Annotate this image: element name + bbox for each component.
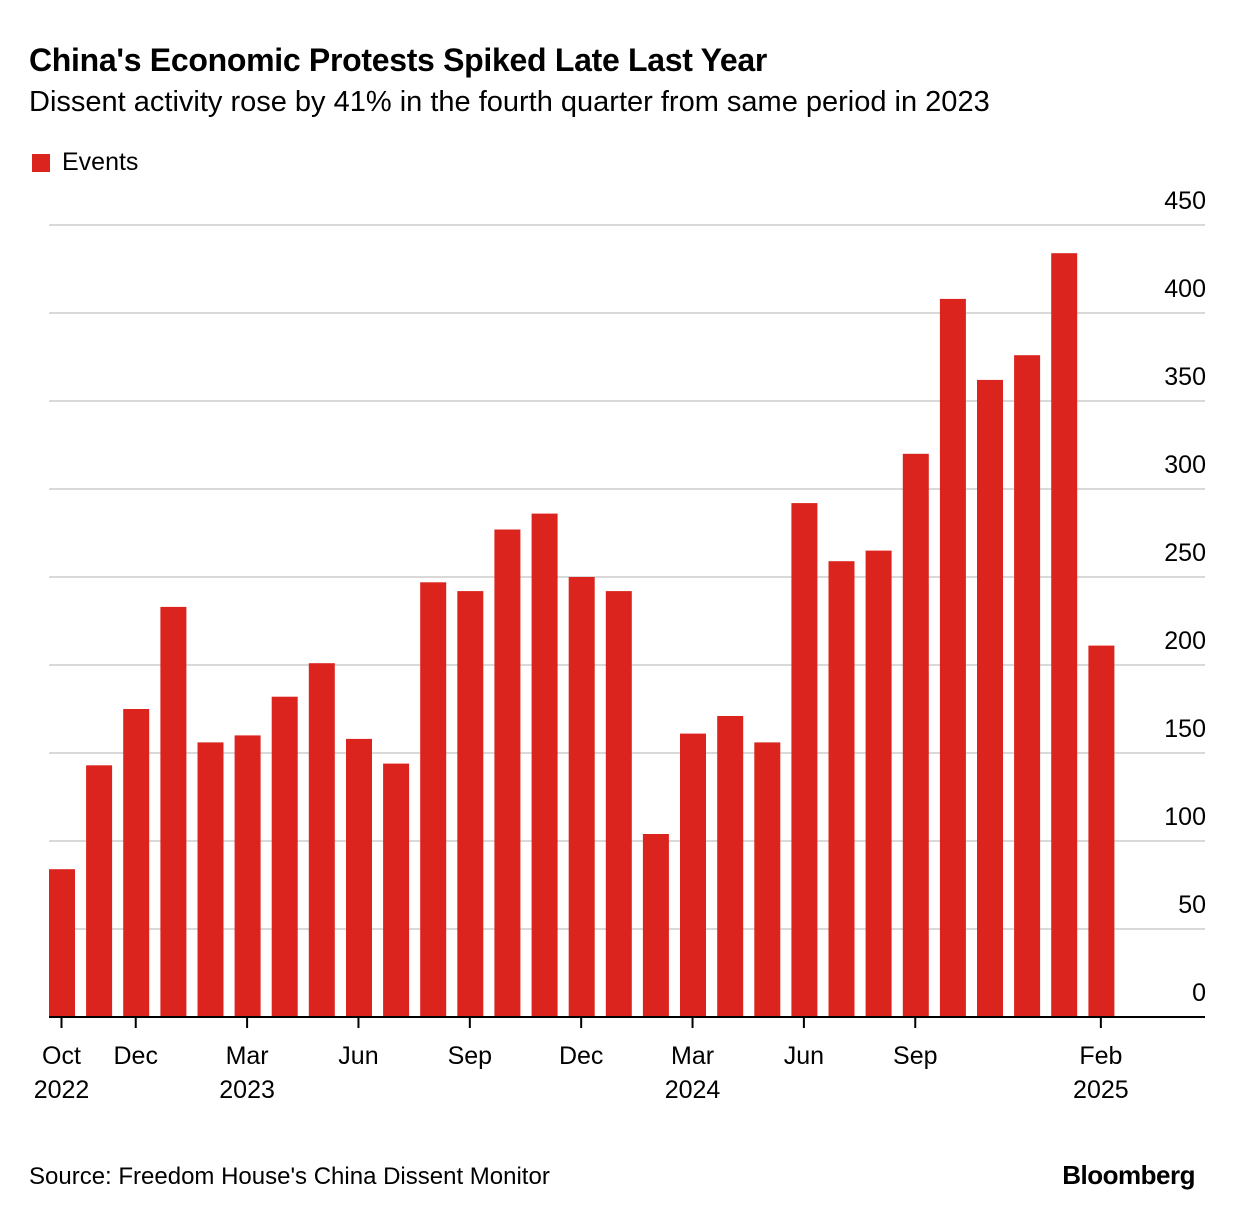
y-tick-label: 300 bbox=[1164, 451, 1206, 479]
bar-2022-11 bbox=[86, 765, 113, 1017]
y-tick-label: 400 bbox=[1164, 275, 1206, 303]
y-axis: 0 50 100 150 200 250 300 350 400 450 bbox=[1164, 187, 1206, 1007]
bar-2022-10 bbox=[49, 869, 75, 1017]
bar-2024-05 bbox=[754, 742, 781, 1017]
x-tick-label: Dec bbox=[559, 1042, 603, 1070]
x-axis: Oct 2022 Dec Mar 2023 Jun Sep Dec Mar 2024 Jun Sep F… bbox=[34, 1016, 1205, 1104]
x-tick-label: Mar bbox=[226, 1042, 269, 1070]
y-tick-label: 0 bbox=[1192, 979, 1206, 1007]
chart-title: China's Economic Protests Spiked Late La… bbox=[29, 42, 768, 78]
x-tick-label: Sep bbox=[448, 1042, 492, 1070]
x-tick-year-label: 2022 bbox=[34, 1076, 90, 1104]
bar-2024-03 bbox=[680, 733, 706, 1017]
legend-swatch-events bbox=[32, 153, 50, 172]
y-tick-label: 200 bbox=[1164, 627, 1206, 655]
bar-2024-01 bbox=[605, 591, 632, 1017]
bar-2024-10 bbox=[939, 298, 966, 1017]
y-tick-label: 250 bbox=[1164, 539, 1206, 567]
bloomberg-logo: Bloomberg bbox=[1062, 1160, 1195, 1190]
bar-2023-12 bbox=[568, 577, 595, 1017]
y-tick-label: 50 bbox=[1178, 891, 1206, 919]
bar-2023-07 bbox=[383, 763, 410, 1017]
x-tick-label: Sep bbox=[893, 1042, 937, 1070]
bar-2025-01 bbox=[1051, 253, 1078, 1017]
source-note: Source: Freedom House's China Dissent Mo… bbox=[29, 1163, 550, 1190]
x-tick-label: Jun bbox=[338, 1042, 378, 1070]
x-tick-label: Feb bbox=[1079, 1042, 1122, 1070]
bar-2023-04 bbox=[271, 696, 298, 1017]
bar-2024-02 bbox=[642, 834, 669, 1017]
x-tick-year-label: 2024 bbox=[665, 1076, 721, 1104]
y-tick-label: 450 bbox=[1164, 187, 1206, 215]
bar-2023-03 bbox=[234, 735, 261, 1017]
bar-2024-12 bbox=[1014, 355, 1041, 1017]
chart-subtitle: Dissent activity rose by 41% in the four… bbox=[29, 86, 990, 118]
bar-2024-08 bbox=[865, 550, 892, 1017]
bar-2023-05 bbox=[308, 663, 335, 1017]
bar-2023-06 bbox=[346, 738, 372, 1017]
bars bbox=[49, 253, 1115, 1018]
x-tick-year-label: 2025 bbox=[1073, 1076, 1129, 1104]
x-tick-label: Oct bbox=[42, 1042, 81, 1070]
x-tick-label: Dec bbox=[114, 1042, 158, 1070]
bar-2024-09 bbox=[902, 453, 929, 1017]
x-tick-year-label: 2023 bbox=[219, 1076, 275, 1104]
bar-2022-12 bbox=[123, 709, 150, 1017]
x-tick-label: Mar bbox=[671, 1042, 714, 1070]
bar-2023-11 bbox=[531, 513, 558, 1017]
bar-2025-02 bbox=[1088, 645, 1115, 1017]
bar-2024-06 bbox=[791, 503, 818, 1018]
bar-2023-01 bbox=[160, 606, 187, 1017]
y-tick-label: 100 bbox=[1164, 803, 1206, 831]
bar-2024-07 bbox=[828, 561, 855, 1017]
legend: Events bbox=[32, 148, 138, 177]
bar-2023-10 bbox=[494, 529, 521, 1017]
legend-label-events: Events bbox=[62, 148, 139, 176]
bar-2024-11 bbox=[977, 379, 1003, 1017]
bar-2023-02 bbox=[197, 742, 224, 1017]
bar-2023-09 bbox=[457, 591, 484, 1017]
bar-2023-08 bbox=[420, 582, 447, 1017]
y-tick-label: 150 bbox=[1164, 715, 1206, 743]
y-tick-label: 350 bbox=[1164, 363, 1206, 391]
bar-2024-04 bbox=[717, 716, 744, 1017]
x-tick-label: Jun bbox=[784, 1042, 824, 1070]
